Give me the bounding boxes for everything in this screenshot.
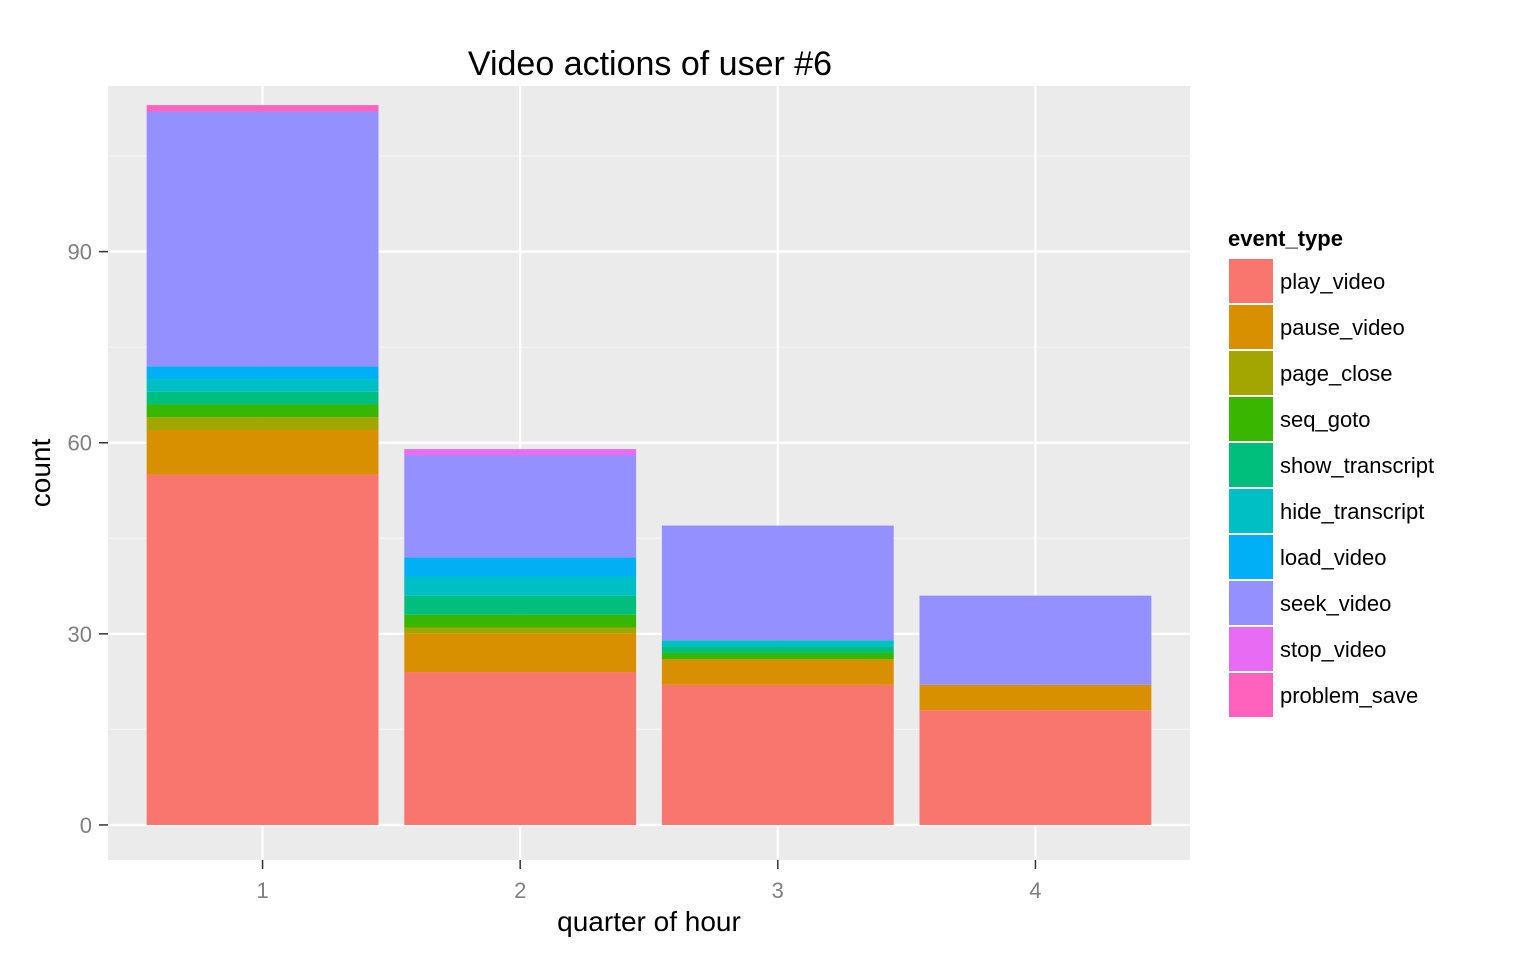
y-axis-title: count <box>25 439 56 508</box>
x-axis-title: quarter of hour <box>557 906 741 937</box>
bar-segment-seek_video <box>919 595 1152 685</box>
bar-segment-seek_video <box>661 525 894 641</box>
x-tick-label: 4 <box>1029 878 1041 903</box>
legend-label-seek_video: seek_video <box>1280 591 1391 616</box>
bar-segment-seq_goto <box>404 614 637 628</box>
legend-label-play_video: play_video <box>1280 269 1385 294</box>
bar-segment-seek_video <box>146 111 379 367</box>
bar-segment-show_transcript <box>146 391 379 405</box>
bar-segment-load_video <box>146 366 379 380</box>
chart-title: Video actions of user #6 <box>468 45 832 83</box>
legend-key-load_video <box>1228 534 1274 580</box>
legend-key-pause_video <box>1228 304 1274 350</box>
bar-segment-seek_video <box>404 455 637 558</box>
y-tick-label: 60 <box>68 431 92 456</box>
legend: event_type play_video pause_video page_clo… <box>1228 226 1434 718</box>
legend-key-stop_video <box>1228 626 1274 672</box>
legend-label-pause_video: pause_video <box>1280 315 1405 340</box>
bar-segment-play_video <box>146 474 379 825</box>
bars <box>146 105 1152 825</box>
legend-label-hide_transcript: hide_transcript <box>1280 499 1424 524</box>
bar-segment-load_video <box>404 557 637 577</box>
y-tick-label: 90 <box>68 240 92 265</box>
bar-segment-play_video <box>919 710 1152 825</box>
legend-key-page_close <box>1228 350 1274 396</box>
legend-title: event_type <box>1228 226 1343 251</box>
bar-segment-pause_video <box>146 430 379 475</box>
legend-label-load_video: load_video <box>1280 545 1386 570</box>
legend-key-hide_transcript <box>1228 488 1274 534</box>
legend-key-show_transcript <box>1228 442 1274 488</box>
y-axis: 0 30 60 90 <box>68 240 108 838</box>
bar-segment-hide_transcript <box>146 379 379 392</box>
x-tick-label: 2 <box>514 878 526 903</box>
bar-segment-pause_video <box>661 659 894 685</box>
bar-segment-show_transcript <box>404 595 637 615</box>
legend-key-problem_save <box>1228 672 1274 718</box>
bar-segment-pause_video <box>404 633 637 673</box>
bar-segment-pause_video <box>919 684 1152 711</box>
bar-segment-hide_transcript <box>661 640 894 647</box>
bar-segment-stop_video <box>404 449 637 456</box>
legend-label-show_transcript: show_transcript <box>1280 453 1434 478</box>
bar-segment-hide_transcript <box>404 576 637 596</box>
legend-label-page_close: page_close <box>1280 361 1393 386</box>
bar-segment-seq_goto <box>661 652 894 660</box>
bar-segment-play_video <box>404 672 637 825</box>
legend-key-play_video <box>1228 258 1274 304</box>
legend-label-seq_goto: seq_goto <box>1280 407 1371 432</box>
legend-key-seek_video <box>1228 580 1274 626</box>
x-axis: 1 2 3 4 <box>256 860 1042 903</box>
legend-key-seq_goto <box>1228 396 1274 442</box>
x-tick-label: 3 <box>772 878 784 903</box>
y-tick-label: 30 <box>68 622 92 647</box>
bar-segment-page_close <box>404 627 637 634</box>
bar-segment-show_transcript <box>661 646 894 653</box>
legend-label-problem_save: problem_save <box>1280 683 1418 708</box>
x-tick-label: 1 <box>256 878 268 903</box>
y-tick-label: 0 <box>80 813 92 838</box>
bar-segment-seq_goto <box>146 404 379 418</box>
bar-segment-play_video <box>661 684 894 825</box>
bar-segment-page_close <box>146 417 379 430</box>
legend-label-stop_video: stop_video <box>1280 637 1386 662</box>
bar-segment-problem_save <box>146 105 379 112</box>
